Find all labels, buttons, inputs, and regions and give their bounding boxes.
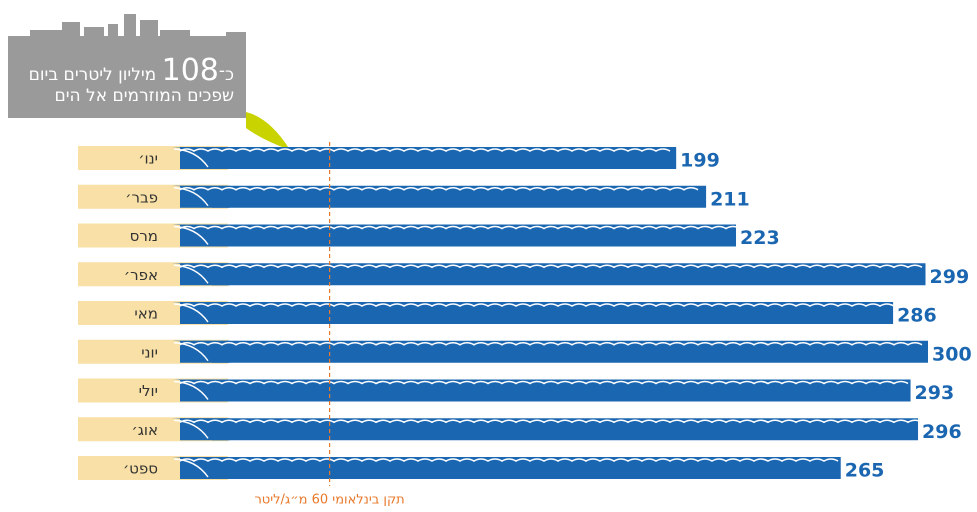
page: ינו׳ 199 פבר׳ 211 מרס 223 אפר׳ 299 מאי 286 יוני 300… xyxy=(0,0,977,512)
category-label: מאי xyxy=(134,305,158,323)
value-label: 199 xyxy=(680,150,720,172)
category-label: אוג׳ xyxy=(131,421,158,439)
callout-text: שפכים המוזרמים אל הים xyxy=(8,87,234,106)
category-label: ינו׳ xyxy=(138,150,158,168)
category-label: פבר׳ xyxy=(125,188,158,206)
category-label: יוני xyxy=(141,343,158,361)
value-label: 293 xyxy=(915,382,955,404)
callout-number: 108 xyxy=(162,53,219,88)
value-label: 300 xyxy=(932,343,972,365)
value-label: 296 xyxy=(922,421,962,443)
category-label: מרס xyxy=(130,227,158,245)
skyline xyxy=(30,14,246,36)
callout-pointer xyxy=(246,112,290,150)
bar xyxy=(180,302,893,324)
reference-label: תקן בינלאומי 60 מ״ג/ליטר xyxy=(254,493,404,508)
category-label: ספט׳ xyxy=(123,460,158,478)
value-label: 299 xyxy=(930,266,970,288)
value-label: 265 xyxy=(845,460,885,482)
value-label: 223 xyxy=(740,227,780,249)
callout-prefix: כ־ xyxy=(219,65,234,85)
category-label: יולי xyxy=(139,382,158,400)
callout: כ־108 מיליון ליטרים ביום שפכים המוזרמים … xyxy=(8,36,240,118)
value-label: 286 xyxy=(897,305,937,327)
category-label: אפר׳ xyxy=(124,266,158,284)
value-label: 211 xyxy=(710,188,750,210)
callout-text: מיליון ליטרים ביום xyxy=(29,65,157,85)
